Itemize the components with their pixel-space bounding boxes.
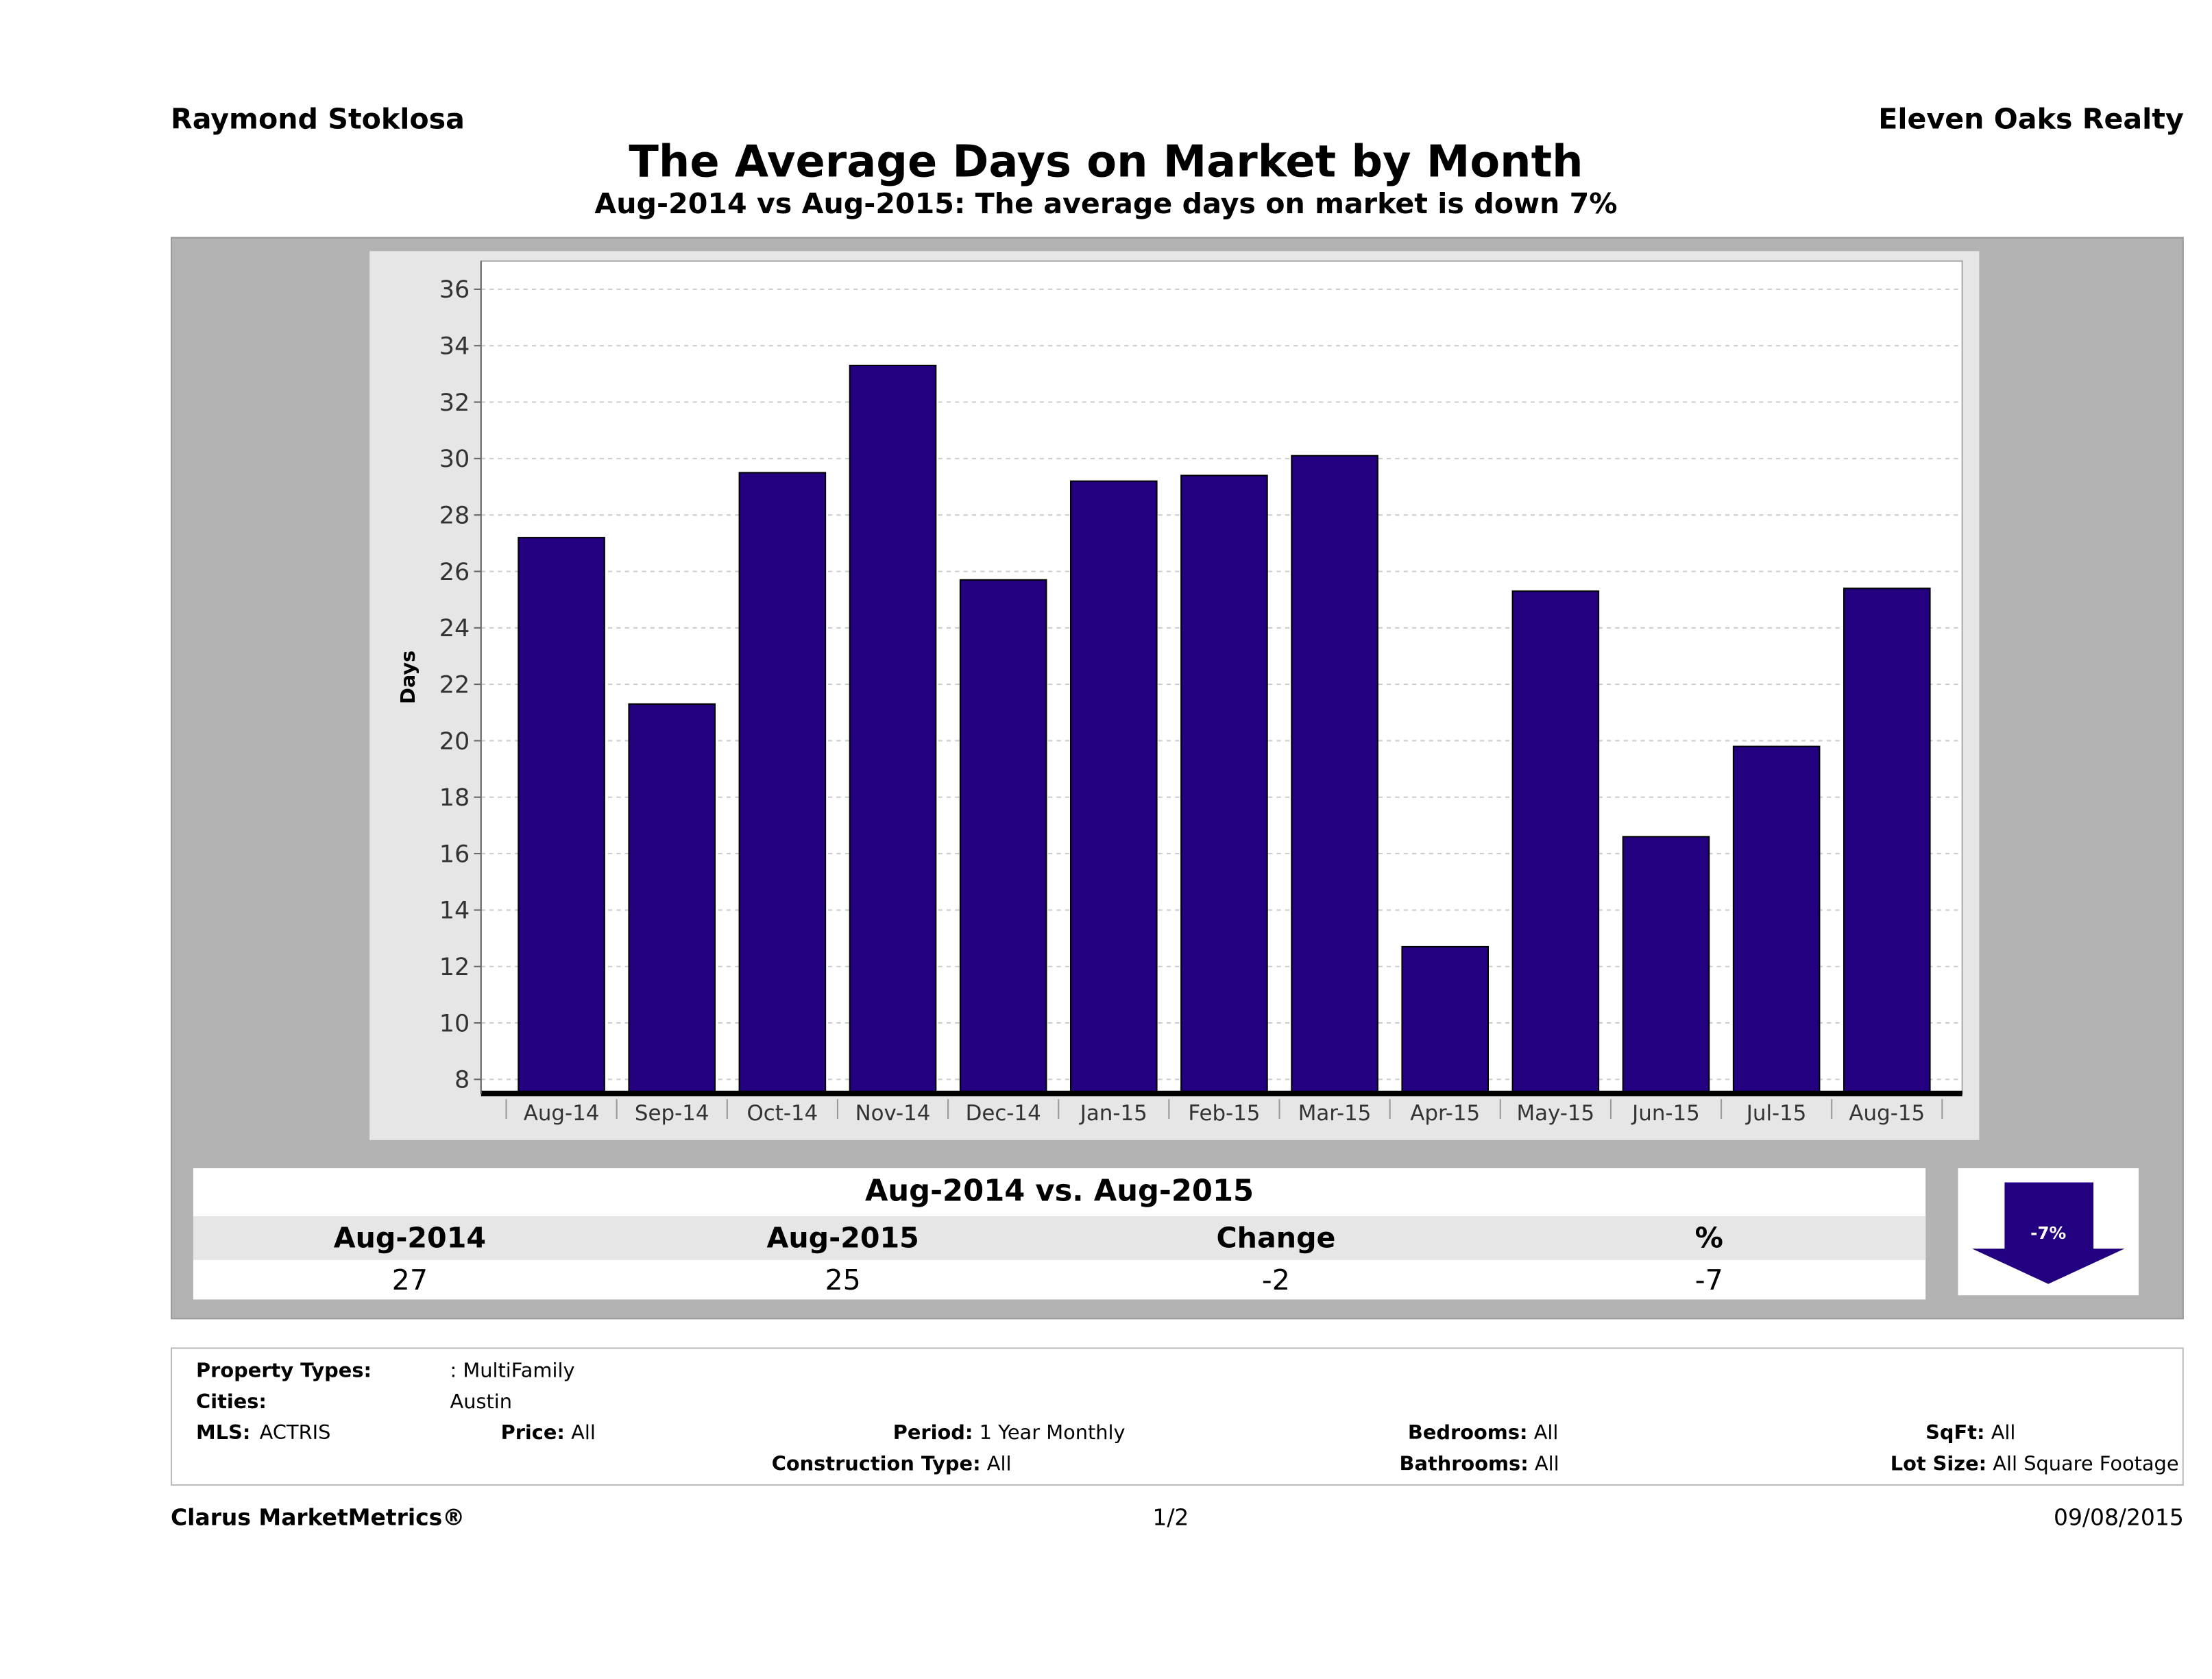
filter-label: Period: xyxy=(892,1422,973,1445)
bar xyxy=(1401,945,1490,1094)
company-name: Eleven Oaks Realty xyxy=(1878,101,2184,136)
y-tick-label: 32 xyxy=(439,389,470,417)
bar xyxy=(1291,455,1378,1094)
page-title: The Average Days on Market by Month xyxy=(629,136,1583,188)
x-tick-label: May-15 xyxy=(1517,1101,1595,1126)
y-tick-label: 34 xyxy=(439,333,470,361)
filter-label: Price: xyxy=(500,1422,565,1445)
filter-value: All xyxy=(986,1453,1012,1476)
bar xyxy=(1180,474,1268,1094)
bar-chart: 8 10 12 14 16 18 20 22 24 26 28 30 32 34 36 Aug-14 Sep-1… xyxy=(396,260,1963,1126)
page-number: 1/2 xyxy=(1152,1503,1189,1531)
filter-label: Lot Size: xyxy=(1890,1453,1987,1476)
bar xyxy=(518,537,605,1094)
change-badge-label: -7% xyxy=(2030,1223,2066,1243)
y-tick-label: 26 xyxy=(439,559,470,586)
filter-value: ACTRIS xyxy=(259,1422,331,1445)
y-tick-label: 18 xyxy=(439,784,470,812)
x-tick-label: Apr-15 xyxy=(1410,1101,1480,1126)
col-header: Aug-2015 xyxy=(766,1220,919,1255)
y-tick-label: 28 xyxy=(439,503,470,530)
bar xyxy=(628,703,716,1094)
filter-label: Bedrooms: xyxy=(1407,1422,1528,1445)
filter-value: All Square Footage xyxy=(1993,1453,2179,1476)
y-tick-label: 20 xyxy=(439,728,470,756)
page-subtitle: Aug-2014 vs Aug-2015: The average days o… xyxy=(594,186,1618,221)
y-tick-label: 24 xyxy=(439,615,470,642)
bar xyxy=(1732,745,1821,1094)
filter-value: All xyxy=(1991,1422,2016,1445)
comparison-title-row: Aug-2014 vs. Aug-2015 xyxy=(193,1174,1925,1207)
agent-name: Raymond Stoklosa xyxy=(171,101,465,136)
value-cell: -7 xyxy=(1694,1262,1723,1297)
bar xyxy=(1622,836,1710,1094)
bar xyxy=(959,579,1047,1094)
filter-label: Bathrooms: xyxy=(1399,1453,1529,1476)
filter-value: 1 Year Monthly xyxy=(979,1422,1126,1445)
value-cell: 27 xyxy=(391,1262,428,1297)
bar xyxy=(849,364,937,1094)
filter-value: : MultiFamily xyxy=(450,1360,575,1383)
bar xyxy=(1069,480,1158,1094)
y-tick-label: 22 xyxy=(439,671,470,699)
y-tick-label: 12 xyxy=(439,954,470,981)
x-tick-label: Sep-14 xyxy=(635,1101,709,1126)
comparison-table: Aug-2014 vs. Aug-2015 Aug-2014 Aug-2015 … xyxy=(193,1168,1926,1300)
y-tick-label: 8 xyxy=(454,1067,470,1094)
brand-footer: Clarus MarketMetrics® xyxy=(171,1503,465,1531)
bar xyxy=(1843,588,1931,1094)
change-badge: -7% xyxy=(1958,1168,2139,1296)
x-tick-label: Jul-15 xyxy=(1745,1101,1807,1126)
comparison-value-row: 27 25 -2 -7 xyxy=(193,1263,1925,1296)
value-cell: 25 xyxy=(825,1262,861,1297)
bar xyxy=(738,472,827,1094)
col-header: Change xyxy=(1216,1220,1336,1255)
filter-value: Austin xyxy=(450,1391,513,1414)
y-axis-label: Days xyxy=(396,651,420,704)
comparison-title: Aug-2014 vs. Aug-2015 xyxy=(864,1174,1254,1208)
x-tick-label: Feb-15 xyxy=(1188,1101,1260,1126)
bar xyxy=(1511,590,1600,1094)
filter-label: Construction Type: xyxy=(771,1453,981,1476)
x-tick-label: Aug-15 xyxy=(1849,1101,1925,1126)
x-tick-label: Oct-14 xyxy=(746,1101,818,1126)
y-tick-label: 10 xyxy=(439,1010,470,1037)
col-header: Aug-2014 xyxy=(333,1220,486,1255)
x-tick-label: Aug-14 xyxy=(524,1101,600,1126)
filter-value: All xyxy=(1533,1422,1559,1445)
y-tick-label: 36 xyxy=(439,276,470,304)
filter-value: All xyxy=(571,1422,596,1445)
filter-label: MLS: xyxy=(196,1422,251,1445)
report-date: 09/08/2015 xyxy=(2053,1503,2184,1531)
x-tick-label: Jan-15 xyxy=(1079,1101,1147,1126)
filter-criteria: Property Types: : MultiFamily Cities: Au… xyxy=(171,1347,2184,1486)
down-arrow-icon: -7% xyxy=(1972,1182,2125,1284)
filter-label: Cities: xyxy=(196,1391,267,1414)
value-cell: -2 xyxy=(1261,1262,1290,1297)
filter-label: Property Types: xyxy=(196,1360,372,1383)
y-tick-label: 30 xyxy=(439,446,470,473)
filter-label: SqFt: xyxy=(1925,1422,1985,1445)
filter-value: All xyxy=(1534,1453,1559,1476)
x-tick-label: Mar-15 xyxy=(1298,1101,1372,1126)
y-tick-label: 16 xyxy=(439,841,470,868)
col-header: % xyxy=(1694,1220,1723,1255)
x-tick-label: Nov-14 xyxy=(855,1101,931,1126)
x-tick-label: Dec-14 xyxy=(966,1101,1041,1126)
y-tick-label: 14 xyxy=(439,897,470,925)
x-tick-label: Jun-15 xyxy=(1631,1101,1700,1126)
comparison-header-row: Aug-2014 Aug-2015 Change % xyxy=(193,1216,1926,1260)
